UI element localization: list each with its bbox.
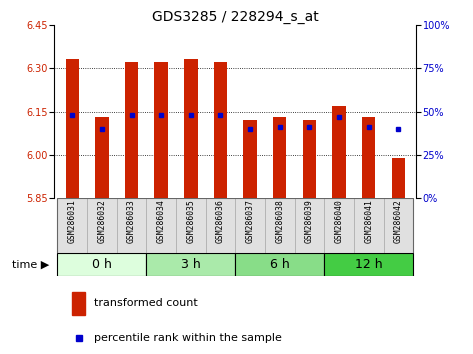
Bar	[72, 292, 85, 315]
Text: 6 h: 6 h	[270, 258, 289, 271]
Bar	[66, 59, 79, 198]
Text: GSM286034: GSM286034	[157, 199, 166, 243]
Text: GSM286039: GSM286039	[305, 199, 314, 243]
Text: GSM286032: GSM286032	[97, 199, 106, 243]
Text: 12 h: 12 h	[355, 258, 383, 271]
FancyBboxPatch shape	[236, 253, 324, 276]
Text: GSM286033: GSM286033	[127, 199, 136, 243]
Bar	[125, 62, 138, 198]
Bar	[244, 120, 257, 198]
FancyBboxPatch shape	[146, 253, 236, 276]
FancyBboxPatch shape	[324, 198, 354, 253]
Title: GDS3285 / 228294_s_at: GDS3285 / 228294_s_at	[152, 10, 319, 24]
Bar	[362, 117, 376, 198]
Text: time ▶: time ▶	[12, 259, 50, 270]
Bar	[273, 117, 287, 198]
FancyBboxPatch shape	[146, 198, 176, 253]
FancyBboxPatch shape	[384, 198, 413, 253]
FancyBboxPatch shape	[236, 198, 265, 253]
Text: transformed count: transformed count	[94, 298, 198, 308]
Text: GSM286036: GSM286036	[216, 199, 225, 243]
FancyBboxPatch shape	[265, 198, 295, 253]
Bar	[155, 62, 168, 198]
FancyBboxPatch shape	[354, 198, 384, 253]
FancyBboxPatch shape	[57, 253, 146, 276]
Text: GSM286041: GSM286041	[364, 199, 373, 243]
Bar	[214, 62, 227, 198]
Text: GSM286037: GSM286037	[245, 199, 254, 243]
FancyBboxPatch shape	[117, 198, 146, 253]
Text: 3 h: 3 h	[181, 258, 201, 271]
Text: percentile rank within the sample: percentile rank within the sample	[94, 333, 282, 343]
Bar	[95, 117, 108, 198]
Text: 0 h: 0 h	[92, 258, 112, 271]
FancyBboxPatch shape	[176, 198, 206, 253]
Text: GSM286038: GSM286038	[275, 199, 284, 243]
Text: GSM286035: GSM286035	[186, 199, 195, 243]
FancyBboxPatch shape	[87, 198, 117, 253]
Bar	[333, 106, 346, 198]
Text: GSM286031: GSM286031	[68, 199, 77, 243]
Text: GSM286042: GSM286042	[394, 199, 403, 243]
Bar	[184, 59, 198, 198]
Bar	[303, 120, 316, 198]
Text: GSM286040: GSM286040	[334, 199, 343, 243]
FancyBboxPatch shape	[206, 198, 236, 253]
FancyBboxPatch shape	[324, 253, 413, 276]
Bar	[392, 158, 405, 198]
FancyBboxPatch shape	[57, 198, 87, 253]
FancyBboxPatch shape	[295, 198, 324, 253]
